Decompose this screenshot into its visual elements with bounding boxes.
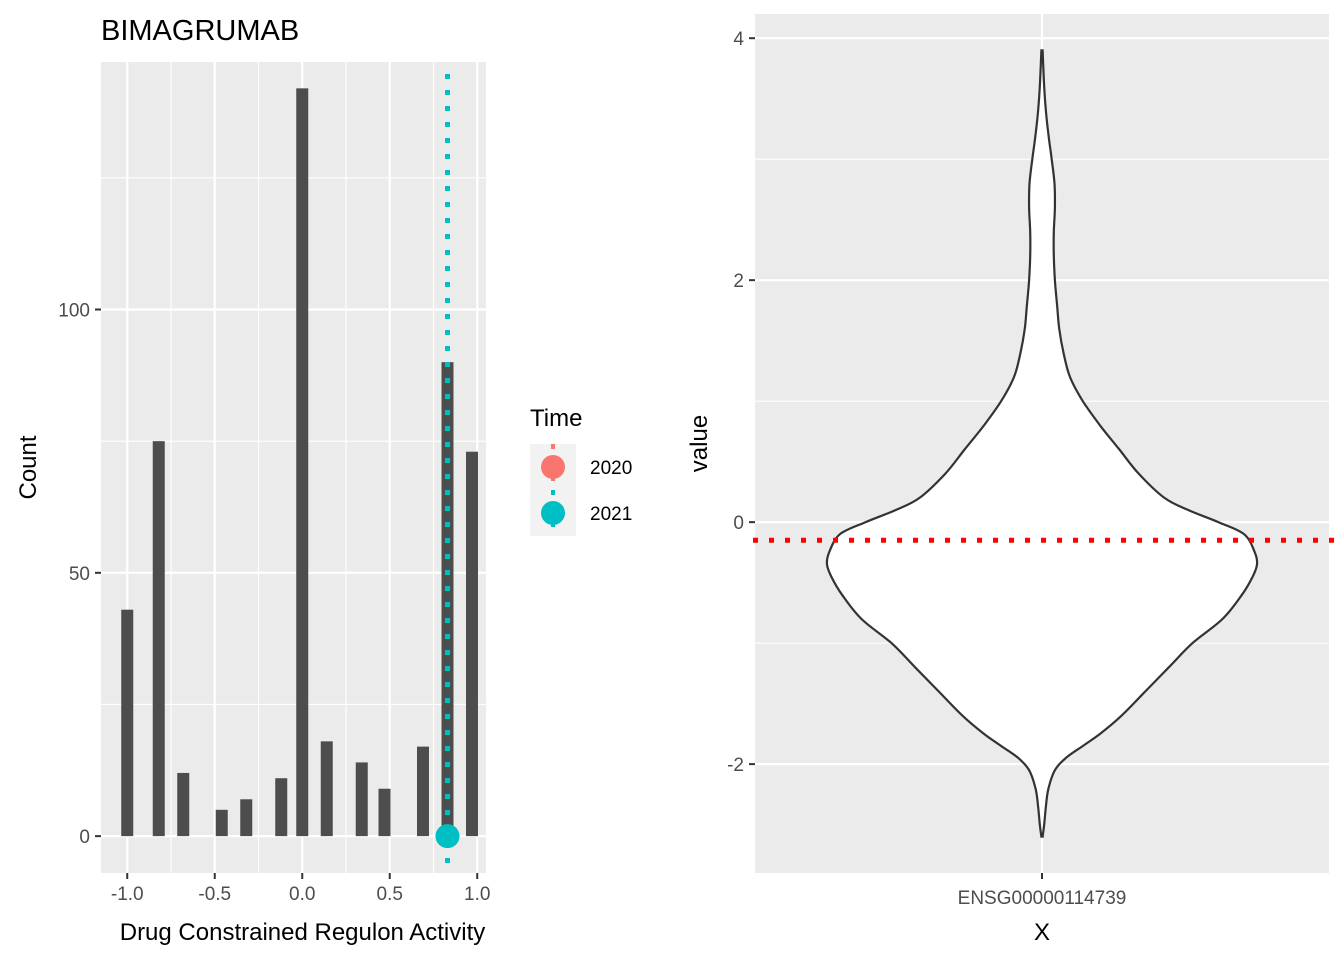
legend-key-point [541, 455, 565, 479]
histogram-plot-background [101, 62, 486, 873]
x-tick-label: 1.0 [464, 884, 490, 905]
histogram-bar [355, 762, 368, 837]
y-tick-label: 4 [733, 29, 744, 50]
histogram-title: BIMAGRUMAB [101, 15, 299, 47]
histogram-panel: -1.0 -0.5 0.0 0.5 1.0 0 50 100 BIMAGRUMAB Drug… [15, 15, 490, 946]
legend-key-point [541, 501, 565, 525]
violin-x-ticks: ENSG00000114739 [958, 873, 1127, 909]
violin-x-axis-title: X [1034, 919, 1050, 946]
violin-y-axis-title: value [686, 415, 713, 472]
y-tick-label: 0 [733, 513, 744, 534]
legend-label: 2020 [590, 458, 632, 479]
x-tick-label: ENSG00000114739 [958, 888, 1127, 909]
histogram-bar [121, 609, 134, 837]
y-tick-label: 2 [733, 271, 744, 292]
histogram-bar [177, 772, 190, 837]
legend-label: 2021 [590, 504, 632, 525]
histogram-x-axis-title: Drug Constrained Regulon Activity [120, 919, 486, 946]
histogram-bar [296, 88, 309, 837]
y-tick-label: -2 [727, 755, 744, 776]
histogram-y-ticks: 0 50 100 [58, 301, 101, 848]
y-tick-label: 50 [69, 564, 90, 585]
y-tick-label: 100 [58, 301, 90, 322]
histogram-bar [240, 799, 253, 837]
histogram-bar [215, 809, 228, 837]
histogram-bars [121, 88, 478, 837]
histogram-bar [275, 778, 288, 837]
violin-shape [825, 49, 1259, 838]
y-tick-label: 0 [79, 827, 90, 848]
histogram-bar [466, 451, 478, 837]
histogram-points [435, 824, 460, 849]
violin-panel: -2 0 2 4 ENSG00000114739 X value [686, 14, 1341, 946]
histogram-bar [441, 362, 454, 837]
x-tick-label: -1.0 [111, 884, 144, 905]
legend-title: Time [530, 405, 582, 432]
histogram-bar [417, 746, 429, 837]
histogram-bar [152, 441, 165, 837]
x-tick-label: 0.0 [289, 884, 315, 905]
violin-y-ticks: -2 0 2 4 [727, 29, 755, 776]
histogram-y-axis-title: Count [15, 435, 42, 499]
x-tick-label: 0.5 [377, 884, 403, 905]
histogram-x-ticks: -1.0 -0.5 0.0 0.5 1.0 [111, 873, 490, 905]
histogram-bar [320, 741, 333, 837]
point-2021 [435, 824, 460, 849]
legend: Time 2020 2021 [530, 405, 632, 536]
histogram-bar [378, 788, 391, 837]
legend-items: 2020 2021 [530, 444, 632, 536]
x-tick-label: -0.5 [198, 884, 231, 905]
